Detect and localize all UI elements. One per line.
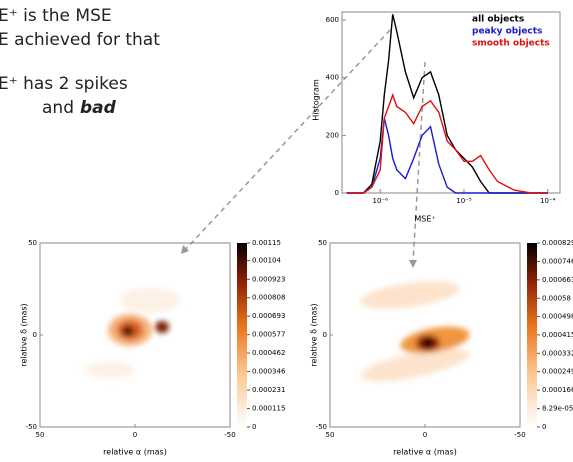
colorbar (237, 243, 247, 427)
colorbar-tick-label: 0.000462 (252, 349, 285, 357)
colorbar-tick-label: 0.000415 (542, 331, 573, 339)
colorbar-tick-label: 0.000808 (252, 294, 285, 302)
colorbar-tick-label: 0.000746 (542, 257, 573, 265)
colorbar-tick-label: 0.00115 (252, 239, 281, 247)
colorbar-tick-label: 0 (542, 423, 546, 431)
legend-entry: smooth objects (472, 39, 550, 49)
x-axis-label: MSE⁺ (414, 215, 435, 224)
y-tick-label: 0 (323, 331, 327, 339)
colorbar-tick-label: 0.000663 (542, 276, 573, 284)
colorbar-tick-label: 0.000166 (542, 386, 573, 394)
y-tick-label: 200 (326, 131, 339, 139)
image-2-content (360, 281, 470, 382)
slide-emphasis: bad (80, 98, 117, 118)
colorbar-tick-label: 0.000346 (252, 368, 286, 376)
x-tick-label: 10⁻⁵ (456, 197, 472, 205)
slide-text: E⁺ has 2 spikes (0, 74, 128, 94)
colorbar-tick-label: 0.000829 (542, 239, 573, 247)
x-tick-label: -50 (224, 431, 235, 439)
y-tick-label: -50 (26, 423, 37, 431)
arrows (184, 29, 426, 263)
series-line (346, 92, 548, 194)
y-axis-label: relative δ (mas) (310, 303, 319, 366)
colorbar (527, 243, 537, 427)
colorbar-tick-label: 0.000231 (252, 386, 285, 394)
y-tick-label: 0 (33, 331, 37, 339)
colorbar-tick-label: 0.000332 (542, 349, 573, 357)
arrow-head (181, 245, 189, 254)
x-tick-label: 10⁻⁶ (372, 197, 388, 205)
y-tick-label: 600 (326, 16, 339, 24)
slide-text: E achieved for that (0, 30, 160, 50)
x-axis-label: relative α (mas) (103, 448, 167, 457)
arrow-head (409, 260, 417, 268)
y-tick-label: -50 (316, 423, 327, 431)
x-axis-label: relative α (mas) (393, 448, 457, 457)
colorbar-tick-label: 0.000577 (252, 331, 285, 339)
colorbar-tick-label: 0 (252, 423, 256, 431)
colorbar-tick-label: 0.000115 (252, 405, 285, 413)
x-tick-label: 0 (423, 431, 427, 439)
y-tick-label: 50 (28, 239, 37, 247)
y-tick-label: 50 (318, 239, 327, 247)
y-tick-label: 400 (326, 74, 339, 82)
colorbar-tick-label: 0.000498 (542, 312, 573, 320)
y-tick-label: 0 (335, 189, 339, 197)
x-tick-label: -50 (514, 431, 525, 439)
legend-entry: peaky objects (472, 27, 542, 37)
y-axis-label: Histogram (312, 79, 321, 121)
x-tick-label: 50 (326, 431, 335, 439)
plot-frame (341, 11, 561, 194)
colorbar-tick-label: 0.000923 (252, 275, 285, 283)
slide-text: E⁺ is the MSE (0, 6, 112, 26)
colorbar-tick-label: 8.29e-05 (542, 405, 573, 413)
colorbar-tick-label: 0.00058 (542, 294, 571, 302)
x-tick-label: 0 (133, 431, 137, 439)
legend-entry: all objects (472, 15, 524, 25)
x-tick-label: 10⁻⁴ (540, 197, 556, 205)
y-axis-label: relative δ (mas) (20, 303, 29, 366)
x-tick-label: 50 (36, 431, 45, 439)
slide-text: and (42, 98, 74, 118)
image-1-content (85, 288, 180, 378)
colorbar-tick-label: 0.000693 (252, 312, 285, 320)
colorbar-tick-label: 0.00104 (252, 257, 281, 265)
colorbar-tick-label: 0.000249 (542, 368, 573, 376)
